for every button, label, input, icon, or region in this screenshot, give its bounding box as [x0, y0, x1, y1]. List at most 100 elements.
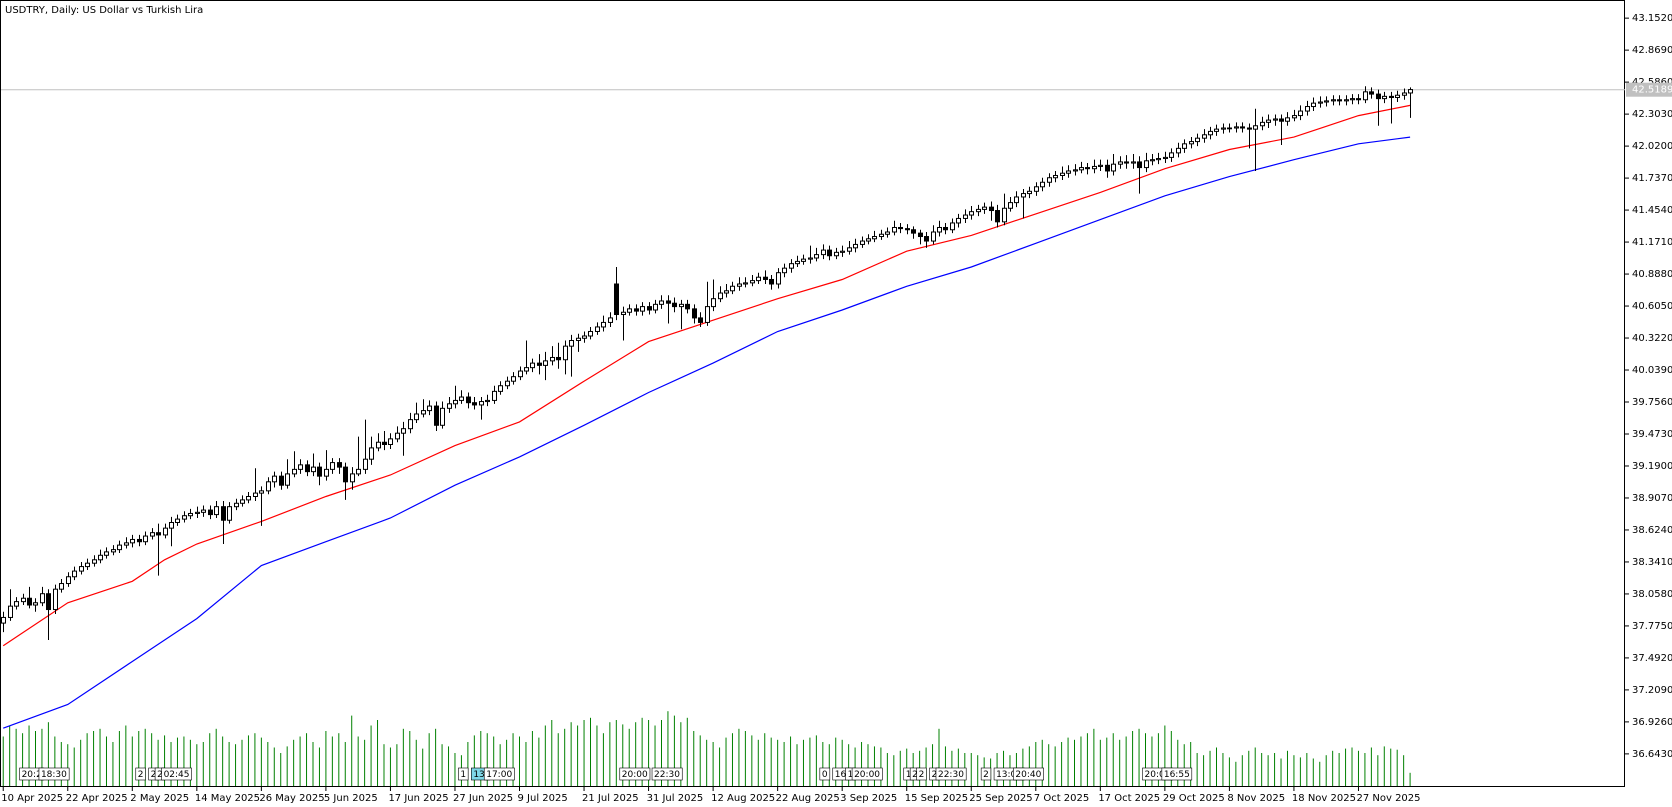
candle-body	[45, 593, 52, 611]
moving-average-line	[2, 104, 1411, 647]
candle-body	[478, 401, 485, 406]
event-label: 20:00	[1145, 770, 1171, 780]
candle-body	[349, 473, 356, 483]
y-tick-label: 38.3410	[1632, 557, 1672, 568]
y-tick-label: 39.1900	[1632, 461, 1672, 472]
candle-body	[52, 588, 59, 611]
candle-body	[575, 337, 582, 342]
candle-body	[1059, 172, 1066, 176]
candle-body	[155, 532, 162, 536]
candle-body	[220, 506, 227, 521]
candle-body	[32, 602, 39, 606]
candle-body	[587, 330, 594, 337]
candle-body	[362, 458, 369, 470]
candle-body	[233, 502, 240, 508]
event-label: 2	[912, 770, 918, 780]
candle-body	[433, 405, 440, 426]
candle-body	[207, 509, 214, 516]
candle-body	[833, 251, 840, 257]
event-box	[38, 767, 70, 781]
event-box	[1161, 767, 1193, 781]
candle-body	[1259, 121, 1266, 127]
candle-body	[439, 407, 446, 426]
x-tick-label: 17 Oct 2025	[1098, 793, 1160, 804]
candle-body	[400, 428, 407, 434]
candle-body	[891, 226, 898, 233]
candle-body	[620, 311, 627, 316]
y-tick-label: 40.0390	[1632, 365, 1672, 376]
event-label: 22:30	[938, 770, 964, 780]
candle-body	[1026, 190, 1033, 195]
candle-body	[600, 321, 607, 328]
event-label: 2	[151, 770, 157, 780]
candle-body	[1297, 110, 1304, 117]
candle-body	[91, 559, 98, 564]
candle-body	[39, 593, 46, 604]
candle-body	[1291, 115, 1298, 119]
candle-body	[878, 233, 885, 238]
candle-body	[1033, 186, 1040, 192]
candle-body	[323, 468, 330, 477]
candle-body	[381, 441, 388, 446]
x-tick-label: 25 Sep 2025	[969, 793, 1032, 804]
candle-body	[704, 306, 711, 323]
candle-body	[1381, 95, 1388, 100]
candle-body	[923, 236, 930, 242]
x-tick-label: 3 Sep 2025	[840, 793, 897, 804]
candle-body	[329, 462, 336, 470]
event-box	[916, 767, 927, 781]
candle-body	[58, 583, 65, 590]
candle-body	[1304, 106, 1311, 112]
candle-body	[775, 272, 782, 285]
x-tick-label: 27 Jun 2025	[453, 793, 513, 804]
candle-body	[1104, 164, 1111, 172]
candle-body	[1207, 130, 1214, 136]
current-price-label: 42.5189	[1632, 85, 1672, 96]
candle-body	[13, 601, 20, 607]
candle-body	[517, 370, 524, 378]
candle-body	[904, 228, 911, 231]
candle-body	[768, 278, 775, 285]
candle-body	[646, 306, 653, 311]
candle-body	[174, 518, 181, 524]
candle-body	[962, 214, 969, 219]
candle-body	[194, 511, 201, 514]
candle-body	[975, 208, 982, 213]
event-label: 2	[919, 770, 925, 780]
event-label: 02:45	[164, 770, 190, 780]
candle-body	[1252, 125, 1259, 130]
candle-body	[717, 292, 724, 300]
candle-body	[407, 419, 414, 430]
candle-body	[452, 399, 459, 405]
event-box	[161, 767, 192, 781]
event-label: 13:00	[996, 770, 1022, 780]
candle-body	[304, 464, 311, 473]
x-tick-label: 29 Oct 2025	[1163, 793, 1225, 804]
chart-title: USDTRY, Daily: US Dollar vs Turkish Lira	[5, 5, 203, 16]
candle-body	[555, 356, 562, 361]
candle-body	[562, 345, 569, 361]
candle-body	[968, 211, 975, 216]
candle-body	[1310, 102, 1317, 108]
candle-body	[265, 481, 272, 492]
y-tick-label: 38.6240	[1632, 525, 1672, 536]
event-box	[135, 767, 146, 781]
candle-body	[316, 466, 323, 477]
candle-body	[755, 276, 762, 282]
candle-body	[988, 206, 995, 212]
candle-body	[1336, 99, 1343, 102]
candle-body	[523, 367, 530, 372]
event-marker: 02:45	[161, 767, 192, 781]
candle-body	[129, 538, 136, 544]
candle-body	[497, 385, 504, 392]
candle-body	[568, 340, 575, 347]
event-label: 2	[138, 770, 144, 780]
event-label: 2	[932, 770, 938, 780]
event-label: 1	[460, 770, 466, 780]
candle-body	[678, 303, 685, 308]
candle-body	[78, 566, 85, 572]
candle-body	[910, 229, 917, 234]
candle-body	[633, 308, 640, 312]
candle-body	[168, 522, 175, 529]
